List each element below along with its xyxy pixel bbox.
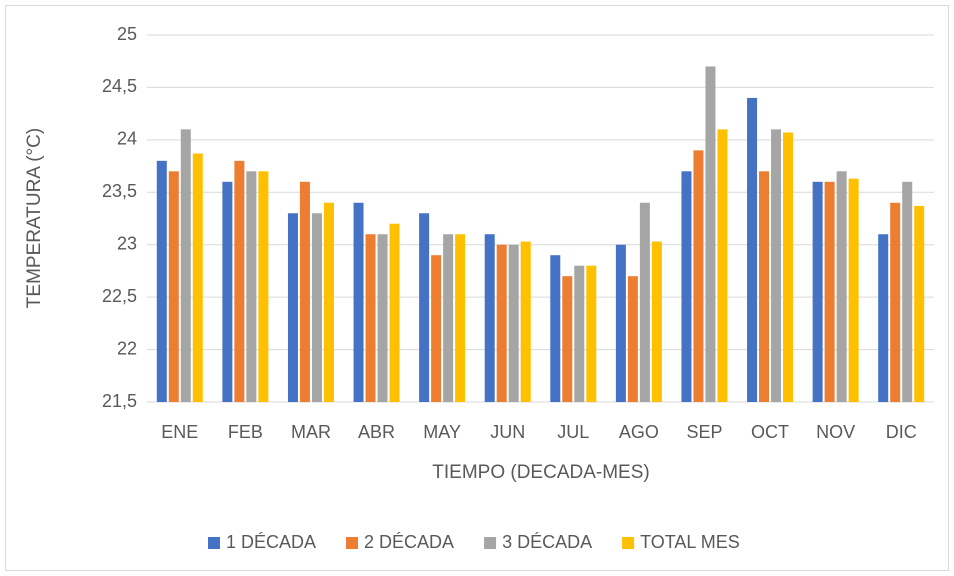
bar <box>627 276 638 402</box>
y-tick-label: 23,5 <box>102 181 137 201</box>
bar <box>836 171 847 402</box>
bar <box>299 181 310 402</box>
y-tick-label: 22 <box>117 338 137 358</box>
bar <box>234 160 245 402</box>
bar <box>550 255 561 402</box>
bar <box>246 171 257 402</box>
legend-swatch <box>208 537 220 549</box>
bar <box>878 234 889 402</box>
x-tick-label: ENE <box>161 422 198 442</box>
bar <box>192 153 203 402</box>
bar <box>168 171 179 402</box>
bar <box>902 181 913 402</box>
x-tick-label: OCT <box>751 422 789 442</box>
bar <box>365 234 376 402</box>
bar <box>693 150 704 402</box>
bar <box>484 234 495 402</box>
bar <box>311 213 322 402</box>
y-tick-label: 21,5 <box>102 391 137 411</box>
x-tick-label: FEB <box>228 422 263 442</box>
bar <box>824 181 835 402</box>
x-tick-label: AGO <box>619 422 659 442</box>
y-tick-label: 24 <box>117 129 137 149</box>
y-tick-label: 24,5 <box>102 76 137 96</box>
legend-label: 2 DÉCADA <box>364 532 454 552</box>
bar <box>914 205 925 402</box>
bar <box>496 244 507 402</box>
bar <box>389 223 400 402</box>
x-tick-label: MAR <box>291 422 331 442</box>
y-tick-label: 23 <box>117 233 137 253</box>
bar <box>419 213 430 402</box>
bar <box>287 213 298 402</box>
legend-label: TOTAL MES <box>640 532 740 552</box>
legend-swatch <box>622 537 635 549</box>
bar <box>812 181 823 402</box>
x-tick-label: DIC <box>886 422 917 442</box>
y-axis-label: TEMPERATURA (°C) <box>24 128 45 308</box>
bar <box>717 129 728 402</box>
x-axis-label: TIEMPO (DECADA-MES) <box>432 462 649 483</box>
bar <box>586 265 597 402</box>
bar <box>520 241 531 402</box>
bar <box>562 276 573 402</box>
x-tick-label: SEP <box>686 422 722 442</box>
bar <box>574 265 585 402</box>
bar <box>443 234 454 402</box>
bar <box>353 202 364 402</box>
bar <box>639 202 650 402</box>
bar <box>258 171 269 402</box>
bar <box>681 171 692 402</box>
bar <box>705 66 716 402</box>
legend-swatch <box>484 537 497 549</box>
legend-label: 1 DÉCADA <box>226 532 316 552</box>
y-tick-label: 25 <box>117 24 137 44</box>
bar <box>759 171 770 402</box>
bar <box>455 234 466 402</box>
bar <box>222 181 233 402</box>
bar <box>615 244 626 402</box>
bar <box>323 202 334 402</box>
legend-swatch <box>346 537 359 549</box>
x-tick-label: JUN <box>490 422 525 442</box>
bar <box>771 129 782 402</box>
bar <box>180 129 191 402</box>
bar <box>848 178 859 402</box>
bar <box>783 132 794 402</box>
bar <box>890 202 901 402</box>
bar <box>651 241 662 402</box>
x-tick-label: ABR <box>358 422 395 442</box>
bar <box>508 244 519 402</box>
bar <box>156 160 167 402</box>
bar <box>377 234 388 402</box>
x-tick-label: MAY <box>423 422 461 442</box>
x-tick-label: NOV <box>816 422 855 442</box>
chart-border <box>5 5 949 571</box>
y-tick-label: 22,5 <box>102 286 137 306</box>
bar <box>747 97 758 403</box>
x-tick-label: JUL <box>557 422 589 442</box>
bar <box>431 255 442 402</box>
legend-label: 3 DÉCADA <box>502 532 592 552</box>
